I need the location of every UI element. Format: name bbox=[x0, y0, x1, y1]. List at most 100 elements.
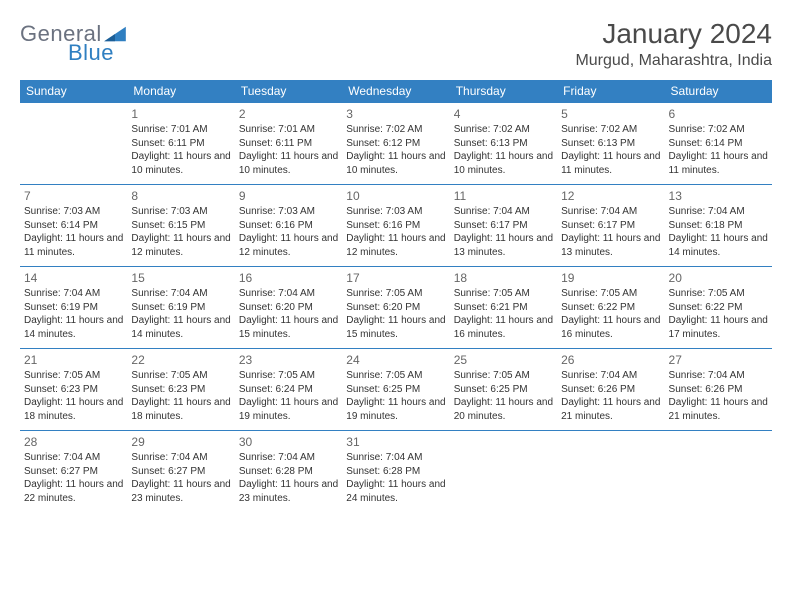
sunrise-line: Sunrise: 7:04 AM bbox=[131, 451, 230, 465]
daylight-line: Daylight: 11 hours and 12 minutes. bbox=[239, 232, 338, 259]
sunset-line: Sunset: 6:27 PM bbox=[24, 465, 123, 479]
sunset-line: Sunset: 6:11 PM bbox=[131, 137, 230, 151]
sunrise-line: Sunrise: 7:05 AM bbox=[24, 369, 123, 383]
day-number: 11 bbox=[454, 188, 553, 204]
day-number: 29 bbox=[131, 434, 230, 450]
sunrise-line: Sunrise: 7:03 AM bbox=[346, 205, 445, 219]
day-number: 2 bbox=[239, 106, 338, 122]
daylight-line: Daylight: 11 hours and 16 minutes. bbox=[561, 314, 660, 341]
day-cell: 27Sunrise: 7:04 AMSunset: 6:26 PMDayligh… bbox=[665, 349, 772, 431]
sunset-line: Sunset: 6:19 PM bbox=[24, 301, 123, 315]
sunrise-line: Sunrise: 7:02 AM bbox=[346, 123, 445, 137]
daylight-line: Daylight: 11 hours and 21 minutes. bbox=[669, 396, 768, 423]
day-cell: 21Sunrise: 7:05 AMSunset: 6:23 PMDayligh… bbox=[20, 349, 127, 431]
daylight-line: Daylight: 11 hours and 16 minutes. bbox=[454, 314, 553, 341]
logo-word2: Blue bbox=[68, 41, 126, 64]
day-cell: 31Sunrise: 7:04 AMSunset: 6:28 PMDayligh… bbox=[342, 431, 449, 513]
daylight-line: Daylight: 11 hours and 18 minutes. bbox=[24, 396, 123, 423]
day-number: 23 bbox=[239, 352, 338, 368]
empty-cell bbox=[665, 431, 772, 513]
daylight-line: Daylight: 11 hours and 11 minutes. bbox=[561, 150, 660, 177]
day-cell: 5Sunrise: 7:02 AMSunset: 6:13 PMDaylight… bbox=[557, 103, 664, 185]
daylight-line: Daylight: 11 hours and 10 minutes. bbox=[454, 150, 553, 177]
sunset-line: Sunset: 6:13 PM bbox=[454, 137, 553, 151]
sunset-line: Sunset: 6:15 PM bbox=[131, 219, 230, 233]
day-number: 31 bbox=[346, 434, 445, 450]
sunset-line: Sunset: 6:23 PM bbox=[24, 383, 123, 397]
daylight-line: Daylight: 11 hours and 10 minutes. bbox=[239, 150, 338, 177]
day-cell: 10Sunrise: 7:03 AMSunset: 6:16 PMDayligh… bbox=[342, 185, 449, 267]
sunset-line: Sunset: 6:19 PM bbox=[131, 301, 230, 315]
daylight-line: Daylight: 11 hours and 21 minutes. bbox=[561, 396, 660, 423]
day-cell: 16Sunrise: 7:04 AMSunset: 6:20 PMDayligh… bbox=[235, 267, 342, 349]
sunset-line: Sunset: 6:26 PM bbox=[669, 383, 768, 397]
weekday-header-row: Sunday Monday Tuesday Wednesday Thursday… bbox=[20, 80, 772, 103]
daylight-line: Daylight: 11 hours and 10 minutes. bbox=[346, 150, 445, 177]
sunrise-line: Sunrise: 7:04 AM bbox=[346, 451, 445, 465]
day-number: 17 bbox=[346, 270, 445, 286]
sunset-line: Sunset: 6:17 PM bbox=[454, 219, 553, 233]
sunrise-line: Sunrise: 7:04 AM bbox=[669, 205, 768, 219]
day-number: 21 bbox=[24, 352, 123, 368]
day-number: 4 bbox=[454, 106, 553, 122]
day-number: 22 bbox=[131, 352, 230, 368]
sunrise-line: Sunrise: 7:05 AM bbox=[669, 287, 768, 301]
daylight-line: Daylight: 11 hours and 13 minutes. bbox=[561, 232, 660, 259]
sunset-line: Sunset: 6:18 PM bbox=[669, 219, 768, 233]
sunrise-line: Sunrise: 7:05 AM bbox=[239, 369, 338, 383]
sunrise-line: Sunrise: 7:04 AM bbox=[239, 451, 338, 465]
week-row: 14Sunrise: 7:04 AMSunset: 6:19 PMDayligh… bbox=[20, 267, 772, 349]
sunset-line: Sunset: 6:16 PM bbox=[239, 219, 338, 233]
day-cell: 26Sunrise: 7:04 AMSunset: 6:26 PMDayligh… bbox=[557, 349, 664, 431]
sunset-line: Sunset: 6:14 PM bbox=[24, 219, 123, 233]
day-cell: 19Sunrise: 7:05 AMSunset: 6:22 PMDayligh… bbox=[557, 267, 664, 349]
daylight-line: Daylight: 11 hours and 22 minutes. bbox=[24, 478, 123, 505]
day-number: 3 bbox=[346, 106, 445, 122]
day-cell: 22Sunrise: 7:05 AMSunset: 6:23 PMDayligh… bbox=[127, 349, 234, 431]
sunrise-line: Sunrise: 7:05 AM bbox=[454, 369, 553, 383]
sunrise-line: Sunrise: 7:04 AM bbox=[669, 369, 768, 383]
day-number: 6 bbox=[669, 106, 768, 122]
sunrise-line: Sunrise: 7:01 AM bbox=[239, 123, 338, 137]
day-number: 10 bbox=[346, 188, 445, 204]
sunset-line: Sunset: 6:23 PM bbox=[131, 383, 230, 397]
daylight-line: Daylight: 11 hours and 24 minutes. bbox=[346, 478, 445, 505]
day-cell: 17Sunrise: 7:05 AMSunset: 6:20 PMDayligh… bbox=[342, 267, 449, 349]
week-row: 21Sunrise: 7:05 AMSunset: 6:23 PMDayligh… bbox=[20, 349, 772, 431]
sunrise-line: Sunrise: 7:04 AM bbox=[24, 287, 123, 301]
location: Murgud, Maharashtra, India bbox=[575, 52, 772, 70]
day-cell: 20Sunrise: 7:05 AMSunset: 6:22 PMDayligh… bbox=[665, 267, 772, 349]
sunrise-line: Sunrise: 7:04 AM bbox=[131, 287, 230, 301]
sunrise-line: Sunrise: 7:02 AM bbox=[561, 123, 660, 137]
daylight-line: Daylight: 11 hours and 23 minutes. bbox=[131, 478, 230, 505]
daylight-line: Daylight: 11 hours and 14 minutes. bbox=[24, 314, 123, 341]
sunset-line: Sunset: 6:13 PM bbox=[561, 137, 660, 151]
day-number: 19 bbox=[561, 270, 660, 286]
sunset-line: Sunset: 6:16 PM bbox=[346, 219, 445, 233]
sunrise-line: Sunrise: 7:04 AM bbox=[239, 287, 338, 301]
sunset-line: Sunset: 6:14 PM bbox=[669, 137, 768, 151]
day-number: 26 bbox=[561, 352, 660, 368]
sunset-line: Sunset: 6:27 PM bbox=[131, 465, 230, 479]
sunrise-line: Sunrise: 7:04 AM bbox=[561, 205, 660, 219]
header: GeneralBlue January 2024 Murgud, Maharas… bbox=[20, 18, 772, 70]
weekday-header: Friday bbox=[557, 80, 664, 103]
sunset-line: Sunset: 6:28 PM bbox=[239, 465, 338, 479]
daylight-line: Daylight: 11 hours and 15 minutes. bbox=[239, 314, 338, 341]
day-cell: 25Sunrise: 7:05 AMSunset: 6:25 PMDayligh… bbox=[450, 349, 557, 431]
empty-cell bbox=[450, 431, 557, 513]
calendar-table: Sunday Monday Tuesday Wednesday Thursday… bbox=[20, 80, 772, 513]
day-cell: 2Sunrise: 7:01 AMSunset: 6:11 PMDaylight… bbox=[235, 103, 342, 185]
logo: GeneralBlue bbox=[20, 22, 126, 64]
daylight-line: Daylight: 11 hours and 13 minutes. bbox=[454, 232, 553, 259]
day-number: 8 bbox=[131, 188, 230, 204]
day-cell: 18Sunrise: 7:05 AMSunset: 6:21 PMDayligh… bbox=[450, 267, 557, 349]
month-title: January 2024 bbox=[575, 18, 772, 50]
daylight-line: Daylight: 11 hours and 10 minutes. bbox=[131, 150, 230, 177]
daylight-line: Daylight: 11 hours and 14 minutes. bbox=[669, 232, 768, 259]
day-number: 27 bbox=[669, 352, 768, 368]
title-block: January 2024 Murgud, Maharashtra, India bbox=[575, 18, 772, 70]
sunset-line: Sunset: 6:11 PM bbox=[239, 137, 338, 151]
sunset-line: Sunset: 6:25 PM bbox=[454, 383, 553, 397]
day-number: 30 bbox=[239, 434, 338, 450]
